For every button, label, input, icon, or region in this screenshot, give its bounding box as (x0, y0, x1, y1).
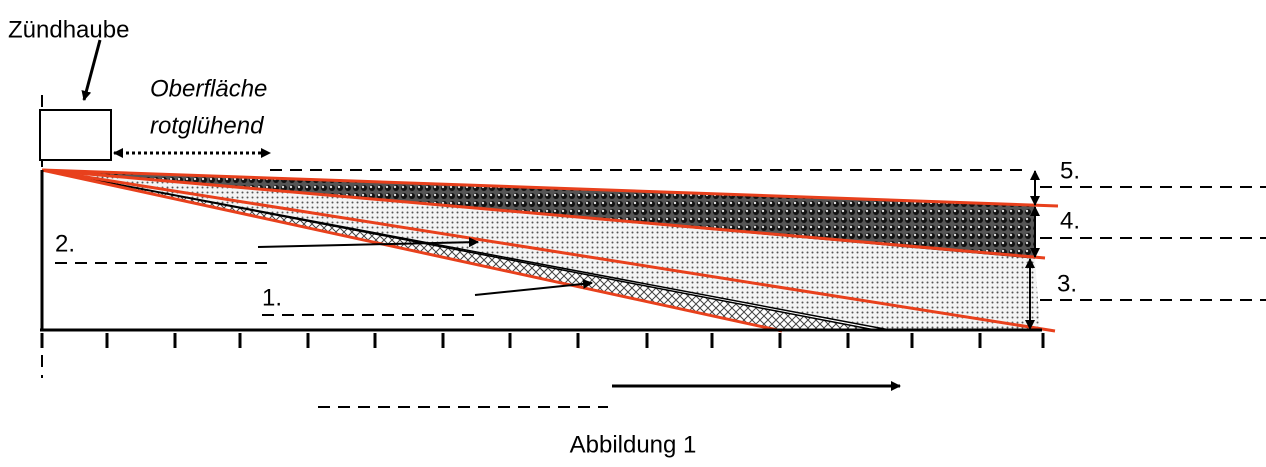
pointer-arrow (474, 278, 593, 296)
label: 4. (1060, 207, 1080, 234)
pointer-arrow (257, 237, 479, 248)
red-line (41, 168, 1046, 260)
caption: Abbildung 1 (570, 431, 697, 458)
label: 2. (55, 230, 75, 257)
ignition-cap-box (39, 109, 112, 161)
label: Oberfläche (150, 75, 267, 102)
label: 3. (1057, 270, 1077, 297)
red-line (41, 168, 1059, 208)
label: rotglühend (150, 112, 264, 139)
arrow (81, 39, 102, 101)
label: Zündhaube (8, 16, 129, 43)
layers (41, 168, 1059, 333)
red-line (41, 168, 783, 333)
label: 5. (1060, 157, 1080, 184)
red-line (41, 168, 1056, 333)
ticks (40, 333, 1045, 348)
label: 1. (262, 284, 282, 311)
layer-border (41, 169, 876, 331)
